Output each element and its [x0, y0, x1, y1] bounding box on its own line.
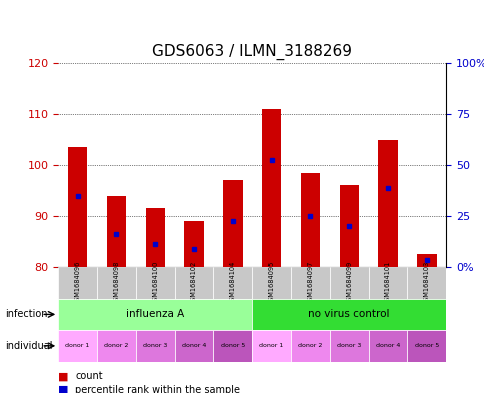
Text: GSM1684095: GSM1684095	[268, 261, 274, 305]
Text: GSM1684097: GSM1684097	[307, 261, 313, 305]
Title: GDS6063 / ILMN_3188269: GDS6063 / ILMN_3188269	[152, 44, 351, 60]
Text: donor 2: donor 2	[104, 343, 128, 348]
Bar	[223, 180, 242, 267]
Text: GSM1684100: GSM1684100	[152, 261, 158, 305]
FancyBboxPatch shape	[252, 267, 290, 299]
FancyBboxPatch shape	[97, 267, 136, 299]
Bar	[184, 221, 203, 267]
Text: GSM1684101: GSM1684101	[384, 261, 390, 305]
FancyBboxPatch shape	[329, 330, 368, 362]
Text: GSM1684102: GSM1684102	[191, 261, 197, 305]
FancyBboxPatch shape	[329, 267, 368, 299]
Text: GSM1684103: GSM1684103	[423, 261, 429, 305]
Text: infection: infection	[5, 309, 47, 320]
Bar	[106, 196, 126, 267]
Text: individual: individual	[5, 341, 52, 351]
Bar	[416, 254, 436, 267]
Text: donor 1: donor 1	[259, 343, 283, 348]
FancyBboxPatch shape	[58, 267, 97, 299]
FancyBboxPatch shape	[174, 267, 213, 299]
FancyBboxPatch shape	[407, 330, 445, 362]
Text: donor 3: donor 3	[143, 343, 167, 348]
Text: donor 5: donor 5	[220, 343, 244, 348]
FancyBboxPatch shape	[97, 330, 136, 362]
Text: GSM1684096: GSM1684096	[75, 261, 80, 305]
Bar	[145, 208, 165, 267]
Bar	[261, 109, 281, 267]
Text: influenza A: influenza A	[126, 309, 184, 320]
Text: count: count	[75, 371, 103, 381]
Bar	[68, 147, 87, 267]
FancyBboxPatch shape	[213, 267, 252, 299]
Text: percentile rank within the sample: percentile rank within the sample	[75, 385, 240, 393]
FancyBboxPatch shape	[252, 299, 445, 330]
Text: donor 2: donor 2	[298, 343, 322, 348]
FancyBboxPatch shape	[290, 330, 329, 362]
Text: GSM1684099: GSM1684099	[346, 261, 351, 305]
Text: no virus control: no virus control	[308, 309, 389, 320]
Text: ■: ■	[58, 371, 69, 381]
FancyBboxPatch shape	[58, 330, 97, 362]
Bar	[378, 140, 397, 267]
Bar	[339, 185, 358, 267]
Bar	[300, 173, 319, 267]
FancyBboxPatch shape	[174, 330, 213, 362]
Text: donor 4: donor 4	[182, 343, 206, 348]
FancyBboxPatch shape	[368, 267, 407, 299]
Text: GSM1684098: GSM1684098	[113, 261, 119, 305]
FancyBboxPatch shape	[368, 330, 407, 362]
FancyBboxPatch shape	[290, 267, 329, 299]
Text: donor 5: donor 5	[414, 343, 438, 348]
Text: donor 1: donor 1	[65, 343, 90, 348]
Text: ■: ■	[58, 385, 69, 393]
FancyBboxPatch shape	[136, 330, 174, 362]
FancyBboxPatch shape	[407, 267, 445, 299]
FancyBboxPatch shape	[136, 267, 174, 299]
Text: donor 3: donor 3	[336, 343, 361, 348]
FancyBboxPatch shape	[58, 299, 252, 330]
FancyBboxPatch shape	[213, 330, 252, 362]
Text: donor 4: donor 4	[375, 343, 399, 348]
Text: GSM1684104: GSM1684104	[229, 261, 235, 305]
FancyBboxPatch shape	[252, 330, 290, 362]
